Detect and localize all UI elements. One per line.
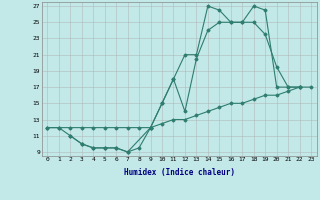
- X-axis label: Humidex (Indice chaleur): Humidex (Indice chaleur): [124, 168, 235, 177]
